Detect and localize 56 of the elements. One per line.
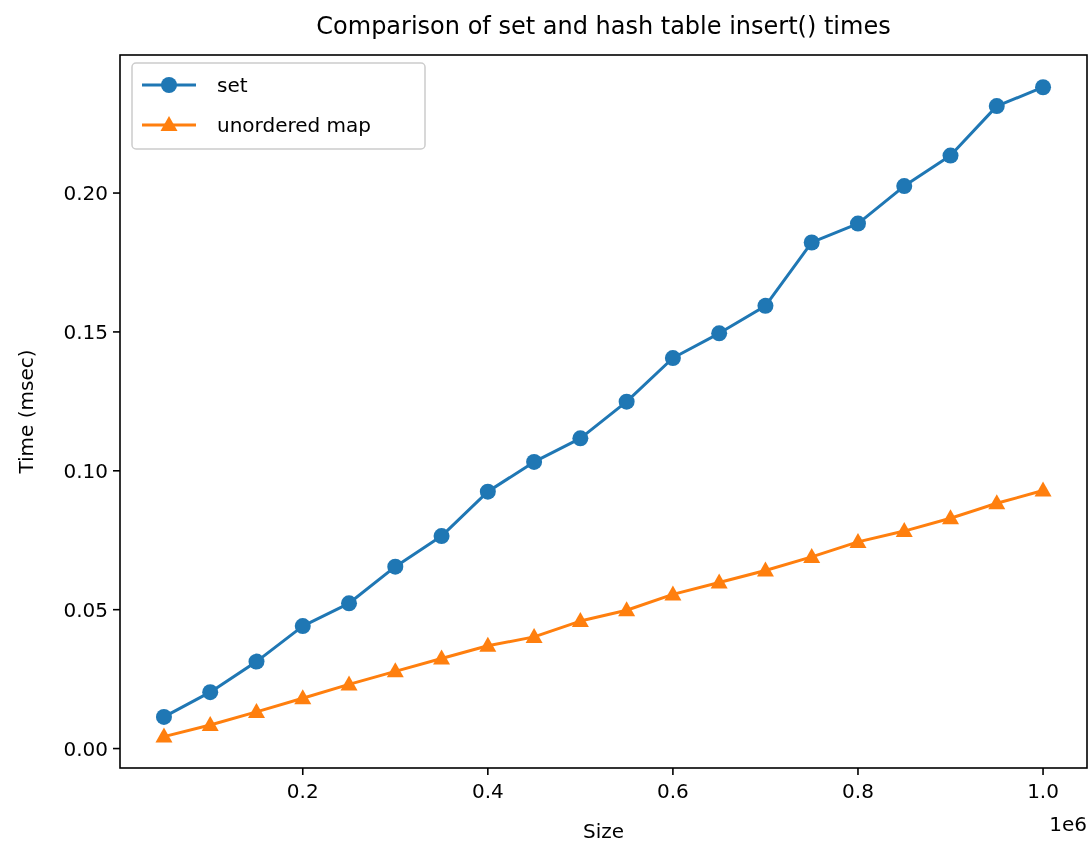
point	[479, 483, 496, 500]
x-tick-label: 0.2	[286, 779, 319, 803]
text: 1e6	[1049, 812, 1087, 836]
point	[525, 627, 543, 643]
point	[526, 453, 543, 470]
point	[155, 708, 172, 725]
point	[433, 649, 451, 665]
point	[386, 662, 404, 678]
point	[849, 532, 867, 548]
x-tick-label: 1.0	[1027, 779, 1059, 803]
point	[341, 595, 358, 612]
point	[803, 234, 820, 251]
point	[1035, 79, 1052, 96]
y-tick-label: 0.20	[63, 181, 108, 206]
point	[942, 509, 960, 525]
point	[571, 612, 589, 628]
point	[387, 558, 404, 575]
point	[618, 601, 636, 617]
point	[572, 430, 589, 447]
point	[895, 522, 913, 538]
x-tick-label: 0.6	[657, 779, 689, 803]
point	[340, 675, 358, 691]
point	[202, 684, 219, 701]
y-tick-label: 0.15	[63, 319, 108, 344]
point	[664, 585, 682, 601]
point	[988, 494, 1006, 510]
point	[247, 702, 265, 718]
y-tick-label: 0.10	[63, 458, 108, 483]
point	[155, 727, 173, 743]
point	[433, 528, 450, 545]
x-tick-label: 0.8	[842, 779, 874, 803]
x-tick-label: 0.4	[471, 779, 504, 803]
point	[201, 715, 219, 731]
legend-label: unordered map	[217, 113, 372, 137]
point	[942, 147, 959, 164]
point	[896, 178, 913, 195]
x-axis-title: Size	[582, 819, 625, 843]
chart-title: Comparison of set and hash table insert() times	[316, 12, 891, 40]
point	[664, 350, 681, 367]
point	[618, 393, 635, 410]
point	[479, 636, 497, 652]
point	[248, 653, 265, 670]
point	[710, 573, 728, 589]
y-tick-label: 0.00	[63, 736, 108, 761]
point	[849, 215, 866, 232]
point	[1034, 481, 1052, 497]
legend-label: set	[217, 73, 248, 97]
point	[294, 618, 311, 635]
point	[711, 325, 728, 342]
point	[756, 561, 774, 577]
point	[757, 297, 774, 314]
point	[988, 98, 1005, 115]
y-tick-label: 0.05	[63, 597, 108, 622]
point	[294, 689, 312, 705]
y-axis-title: Time (msec)	[14, 349, 38, 475]
point	[803, 547, 821, 563]
